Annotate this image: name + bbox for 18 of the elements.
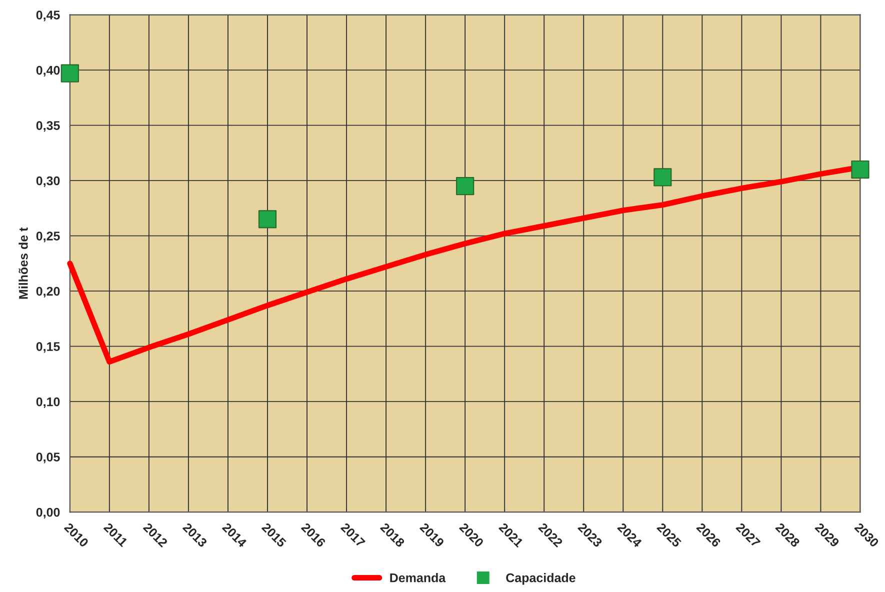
- point: [60, 64, 79, 82]
- y-tick-label: 0,15: [36, 342, 60, 353]
- y-tick-label: 0,35: [36, 121, 60, 132]
- point: [456, 177, 474, 196]
- y-tick-label: 0,30: [36, 176, 60, 188]
- y-tick-label: 0,45: [36, 10, 60, 22]
- y-tick-label: 0,00: [36, 508, 60, 519]
- legend-label: Demanda: [390, 573, 446, 582]
- legend-label: Capacidade: [506, 573, 576, 585]
- y-tick-label: 0,20: [36, 286, 60, 298]
- y-tick-label: 0,40: [36, 66, 60, 77]
- y-tick-label: 0,05: [36, 452, 60, 464]
- y-tick-label: 0,10: [36, 397, 60, 408]
- point: [258, 210, 277, 228]
- y-tick-label: 0,25: [36, 232, 60, 242]
- point: [654, 168, 672, 186]
- y-axis-title: Milhões de t: [18, 227, 28, 299]
- point: [851, 160, 870, 179]
